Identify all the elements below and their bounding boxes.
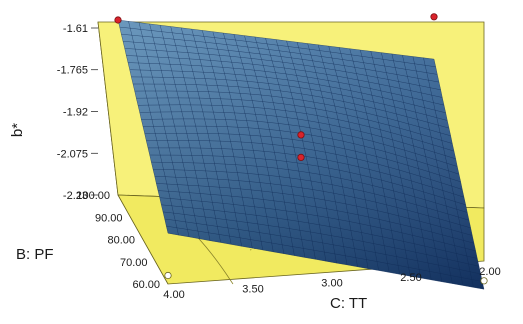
x-tick-label: 3.50	[242, 283, 263, 295]
surface-mesh-line	[139, 111, 456, 160]
surface-mesh-line	[164, 218, 481, 275]
surface-mesh-line	[126, 55, 443, 98]
surface-mesh-line	[131, 76, 448, 121]
y-tick-label: 100.00	[76, 190, 110, 202]
surface-mesh-line	[129, 69, 446, 114]
design-points	[114, 13, 488, 285]
surface-mesh-line	[141, 118, 458, 167]
surface-mesh-line	[152, 168, 470, 221]
design-point	[297, 131, 305, 139]
x-tick-label: 2.00	[479, 266, 500, 278]
surface-mesh-line	[121, 33, 438, 75]
x-tick-label: 2.50	[400, 272, 421, 284]
y-tick-label: 80.00	[107, 235, 135, 247]
x-tick-label: 3.00	[321, 278, 342, 290]
surface-mesh-line	[127, 62, 445, 106]
surface-mesh-line	[122, 41, 440, 83]
design-point	[480, 277, 488, 285]
x-axis-label: C: TT	[330, 295, 367, 312]
design-point	[114, 16, 122, 24]
surface-mesh-line	[162, 211, 480, 267]
surface-mesh-line	[161, 204, 478, 259]
y-axis-label: B: PF	[16, 246, 54, 263]
surface-mesh-line	[166, 225, 483, 282]
y-tick-label: 60.00	[132, 279, 160, 291]
design-point	[297, 153, 305, 161]
design-point	[164, 271, 172, 280]
z-axis-label: b*	[9, 123, 26, 137]
surface-mesh-line	[156, 183, 473, 236]
surface-mesh-line	[149, 154, 466, 206]
design-point	[430, 13, 438, 21]
surface-mesh-line	[134, 90, 451, 137]
surface-mesh-line	[137, 104, 455, 152]
surface-mesh-line	[159, 197, 476, 252]
z-axis-ticks: -1.61 -1.765 -1.92 -2.075 -2.23	[57, 23, 98, 202]
z-tick-label: -1.61	[63, 23, 88, 35]
surface-mesh-line	[119, 26, 436, 68]
surface-mesh-line	[124, 48, 441, 91]
surface-mesh-line	[157, 190, 475, 244]
surface-mesh-line	[133, 83, 450, 129]
z-tick-label: -1.92	[63, 107, 88, 119]
surface-mesh-line	[167, 232, 485, 290]
x-axis-ticks: 4.00 3.50 3.00 2.50 2.00	[163, 266, 500, 301]
surface-mesh-line	[148, 147, 465, 198]
x-tick-label: 4.00	[163, 289, 184, 301]
surface-mesh-line	[117, 19, 435, 60]
z-tick-label: -1.765	[57, 65, 88, 77]
surface-mesh-line	[154, 176, 471, 229]
y-tick-label: 90.00	[95, 212, 123, 224]
y-axis-ticks: 100.00 90.00 80.00 70.00 60.00	[76, 190, 160, 291]
surface-mesh-line	[136, 97, 453, 144]
z-tick-label: -2.075	[57, 148, 88, 160]
surface-mesh-line	[144, 133, 461, 183]
surface-mesh-line	[151, 161, 468, 213]
surface-mesh-line	[146, 140, 463, 190]
z-tick-label: -2.23	[63, 190, 88, 202]
y-tick-label: 70.00	[120, 257, 148, 269]
